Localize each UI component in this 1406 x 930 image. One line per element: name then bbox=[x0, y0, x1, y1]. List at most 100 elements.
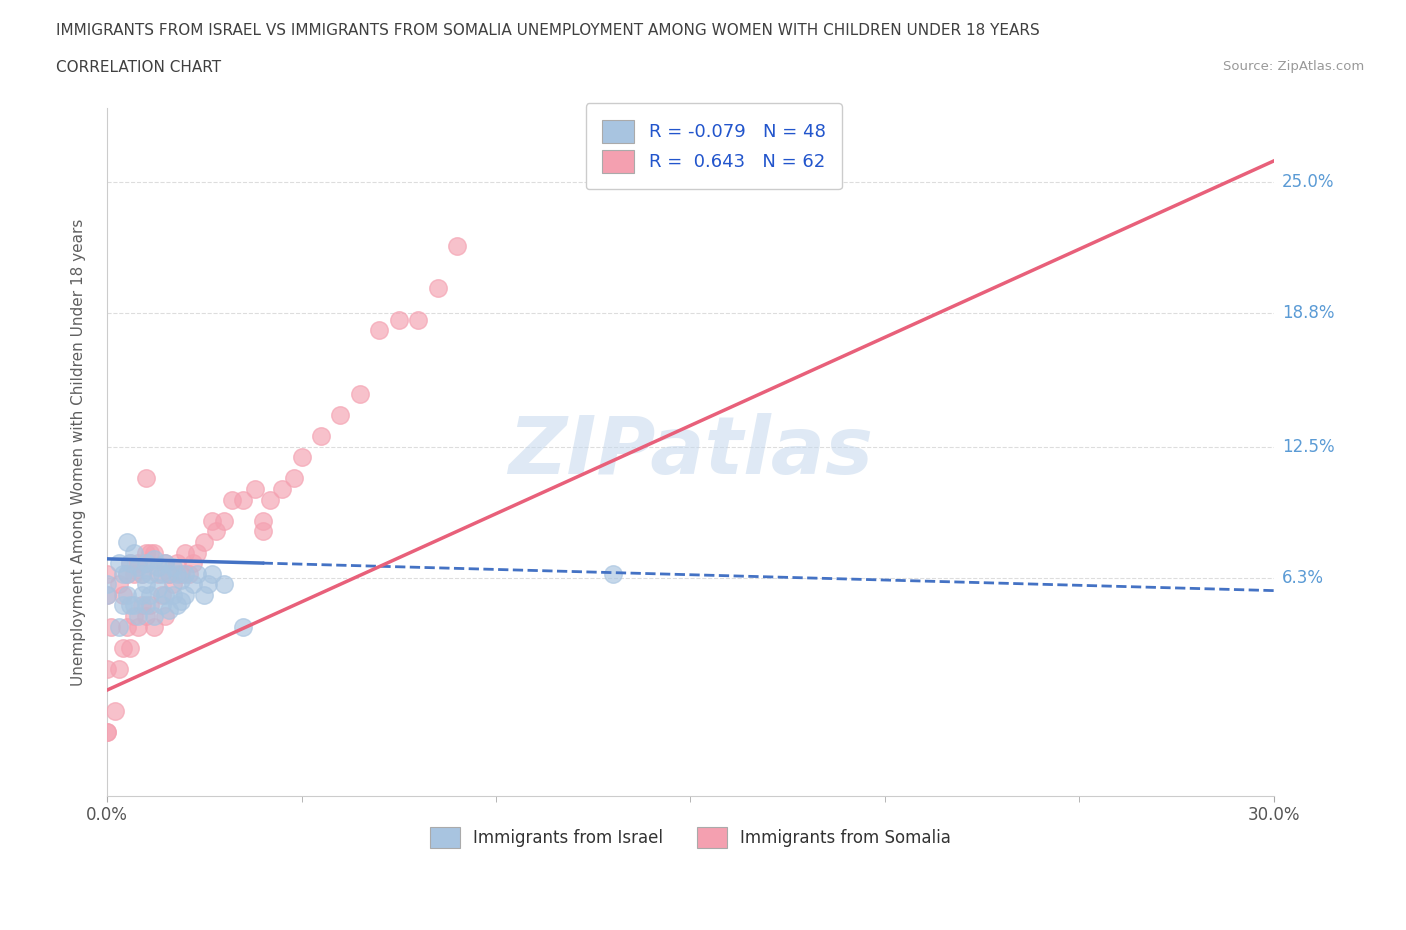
Text: IMMIGRANTS FROM ISRAEL VS IMMIGRANTS FROM SOMALIA UNEMPLOYMENT AMONG WOMEN WITH : IMMIGRANTS FROM ISRAEL VS IMMIGRANTS FRO… bbox=[56, 23, 1040, 38]
Point bbox=[329, 407, 352, 422]
Point bbox=[193, 588, 215, 603]
Point bbox=[120, 641, 142, 656]
Point bbox=[127, 608, 149, 623]
Point bbox=[135, 555, 157, 570]
Point bbox=[139, 545, 162, 560]
Point bbox=[201, 566, 224, 581]
Point bbox=[283, 471, 305, 485]
Point bbox=[232, 492, 254, 507]
Point bbox=[111, 641, 134, 656]
Point bbox=[162, 588, 184, 603]
Point bbox=[124, 608, 146, 623]
Text: 25.0%: 25.0% bbox=[1282, 173, 1334, 191]
Point bbox=[157, 566, 180, 581]
Point bbox=[173, 588, 195, 603]
Point bbox=[170, 573, 193, 588]
Point bbox=[212, 577, 235, 591]
Point bbox=[170, 566, 193, 581]
Point bbox=[135, 608, 157, 623]
Point bbox=[139, 588, 162, 603]
Point bbox=[115, 566, 138, 581]
Point bbox=[104, 704, 127, 719]
Point bbox=[131, 598, 153, 613]
Point bbox=[124, 545, 146, 560]
Point bbox=[186, 566, 208, 581]
Y-axis label: Unemployment Among Women with Children Under 18 years: Unemployment Among Women with Children U… bbox=[72, 219, 86, 685]
Point bbox=[150, 598, 173, 613]
Text: CORRELATION CHART: CORRELATION CHART bbox=[56, 60, 221, 75]
Text: Source: ZipAtlas.com: Source: ZipAtlas.com bbox=[1223, 60, 1364, 73]
Point bbox=[131, 566, 153, 581]
Point bbox=[135, 471, 157, 485]
Point bbox=[162, 577, 184, 591]
Point bbox=[135, 598, 157, 613]
Legend: Immigrants from Israel, Immigrants from Somalia: Immigrants from Israel, Immigrants from … bbox=[422, 818, 959, 857]
Point bbox=[166, 566, 188, 581]
Point bbox=[139, 566, 162, 581]
Point bbox=[162, 560, 184, 575]
Point bbox=[157, 603, 180, 618]
Point bbox=[406, 312, 429, 327]
Point bbox=[146, 560, 169, 575]
Point bbox=[309, 429, 332, 444]
Point bbox=[142, 608, 165, 623]
Point bbox=[115, 588, 138, 603]
Point bbox=[166, 598, 188, 613]
Point bbox=[120, 555, 142, 570]
Point bbox=[368, 323, 391, 338]
Point bbox=[139, 598, 162, 613]
Point bbox=[170, 593, 193, 608]
Point bbox=[142, 619, 165, 634]
Point bbox=[111, 566, 134, 581]
Point bbox=[120, 598, 142, 613]
Point bbox=[157, 566, 180, 581]
Point bbox=[259, 492, 281, 507]
Point bbox=[221, 492, 243, 507]
Point bbox=[96, 725, 118, 740]
Point bbox=[127, 619, 149, 634]
Point bbox=[212, 513, 235, 528]
Point bbox=[155, 608, 177, 623]
Text: ZIPatlas: ZIPatlas bbox=[508, 413, 873, 491]
Point bbox=[290, 450, 312, 465]
Point bbox=[252, 513, 274, 528]
Point bbox=[197, 577, 219, 591]
Point bbox=[120, 555, 142, 570]
Point bbox=[155, 555, 177, 570]
Point bbox=[186, 545, 208, 560]
Point bbox=[201, 513, 224, 528]
Point bbox=[173, 566, 195, 581]
Text: 18.8%: 18.8% bbox=[1282, 304, 1334, 323]
Point bbox=[426, 281, 449, 296]
Point bbox=[602, 566, 624, 581]
Point bbox=[107, 577, 129, 591]
Point bbox=[111, 598, 134, 613]
Point bbox=[181, 555, 204, 570]
Point bbox=[243, 482, 266, 497]
Point bbox=[193, 535, 215, 550]
Point bbox=[155, 555, 177, 570]
Point bbox=[107, 619, 129, 634]
Point bbox=[146, 581, 169, 596]
Point bbox=[205, 524, 228, 538]
Point bbox=[177, 566, 200, 581]
Point bbox=[107, 661, 129, 676]
Point bbox=[96, 588, 118, 603]
Point bbox=[111, 588, 134, 603]
Point bbox=[127, 560, 149, 575]
Text: 12.5%: 12.5% bbox=[1282, 438, 1334, 456]
Point bbox=[96, 588, 118, 603]
Point bbox=[142, 545, 165, 560]
Point bbox=[349, 386, 371, 401]
Point bbox=[135, 577, 157, 591]
Point bbox=[166, 555, 188, 570]
Point bbox=[150, 566, 173, 581]
Point bbox=[155, 588, 177, 603]
Point bbox=[135, 555, 157, 570]
Point bbox=[127, 555, 149, 570]
Point bbox=[150, 588, 173, 603]
Point bbox=[115, 619, 138, 634]
Point bbox=[124, 598, 146, 613]
Point bbox=[131, 566, 153, 581]
Point bbox=[388, 312, 411, 327]
